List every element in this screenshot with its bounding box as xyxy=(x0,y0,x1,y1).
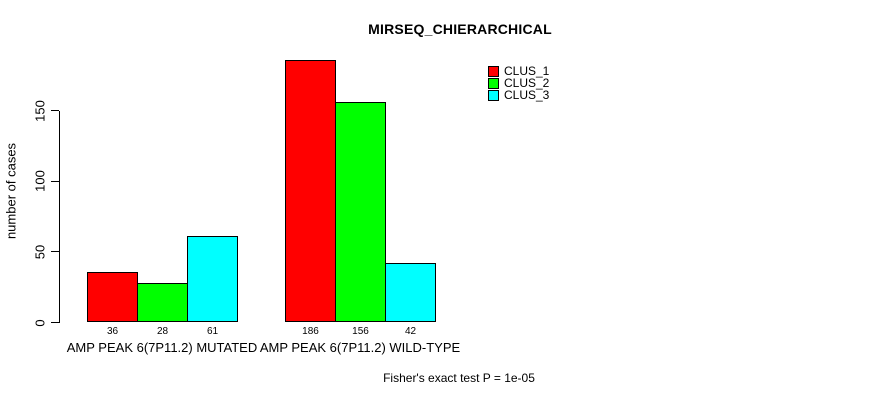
legend-row-clus2: CLUS_2 xyxy=(488,77,549,89)
bar-clus_1-group2 xyxy=(285,59,336,323)
bar-value-label: 28 xyxy=(156,326,169,337)
legend-swatch-clus1 xyxy=(488,65,499,77)
bar-value-label: 61 xyxy=(206,326,219,337)
legend-swatch-clus3 xyxy=(488,89,499,101)
legend-row-clus1: CLUS_1 xyxy=(488,65,549,77)
bar-clus_3-group1 xyxy=(187,236,238,323)
y-axis-tick xyxy=(51,251,59,253)
y-axis-tick xyxy=(51,110,59,112)
y-tick-label: 100 xyxy=(32,170,48,193)
bar-clus_2-group2 xyxy=(335,102,386,323)
x-category-label-wildtype: AMP PEAK 6(7P11.2) WILD-TYPE xyxy=(259,340,461,355)
bar-clus_3-group2 xyxy=(385,263,436,323)
legend: CLUS_1 CLUS_2 CLUS_3 xyxy=(488,65,549,101)
legend-swatch-clus2 xyxy=(488,77,499,89)
legend-label-clus1: CLUS_1 xyxy=(504,64,550,78)
bar-value-label: 156 xyxy=(352,326,369,337)
legend-label-clus3: CLUS_3 xyxy=(504,88,550,102)
x-category-label-mutated: AMP PEAK 6(7P11.2) MUTATED xyxy=(66,340,258,355)
y-tick-label: 0 xyxy=(32,318,48,327)
y-axis-tick xyxy=(51,322,59,323)
legend-row-clus3: CLUS_3 xyxy=(488,89,549,101)
bar-clus_2-group1 xyxy=(137,282,188,323)
statistics-caption: Fisher's exact test P = 1e-05 xyxy=(383,371,535,385)
y-axis-tick xyxy=(51,180,59,182)
y-axis-line xyxy=(59,110,60,323)
bar-clus_1-group1 xyxy=(87,271,138,323)
bar-value-label: 36 xyxy=(106,326,119,337)
legend-label-clus2: CLUS_2 xyxy=(504,76,550,90)
y-tick-label: 150 xyxy=(32,99,48,122)
y-tick-label: 50 xyxy=(32,244,48,260)
bar-value-label: 186 xyxy=(302,326,319,337)
bar-value-label: 42 xyxy=(404,326,417,337)
chart-title: MIRSEQ_CHIERARCHICAL xyxy=(368,21,552,37)
